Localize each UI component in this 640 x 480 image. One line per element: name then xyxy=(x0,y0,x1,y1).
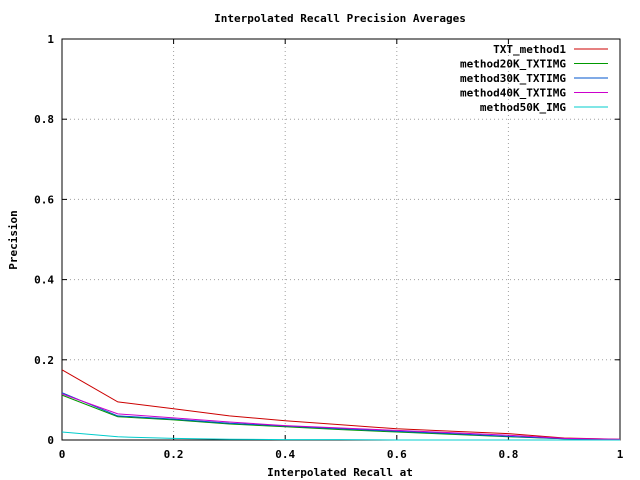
y-tick-label: 0.2 xyxy=(34,354,54,367)
legend: TXT_method1 method20K_TXTIMGmethod30K_TXT… xyxy=(460,43,608,114)
x-axis-ticks: 0 0.2 0.4 0.6 0.8 1 xyxy=(59,39,624,461)
x-axis-label: Interpolated Recall at xyxy=(267,466,413,479)
y-axis-label: Precision xyxy=(7,210,20,270)
legend-label-1: TXT_method1 xyxy=(493,43,566,56)
x-tick-label: 1 xyxy=(617,448,624,461)
y-tick-label: 0.4 xyxy=(34,274,54,287)
legend-label-5: method50K_IMG xyxy=(480,101,566,114)
y-tick-label: 0.6 xyxy=(34,193,54,206)
y-tick-label: 0 xyxy=(47,434,54,447)
x-tick-label: 0.8 xyxy=(498,448,518,461)
x-tick-label: 0 xyxy=(59,448,66,461)
y-tick-label: 0.8 xyxy=(34,113,54,126)
legend-label-2: method20K_TXTIMG xyxy=(460,58,566,71)
grid-lines xyxy=(62,39,620,440)
series-lines xyxy=(61,369,621,441)
legend-label-4: method40K_TXTIMG xyxy=(460,87,566,100)
series-line-1 xyxy=(61,369,621,440)
legend-label-3: method30K_TXTIMG xyxy=(460,72,566,85)
series-line-5 xyxy=(61,431,620,441)
y-tick-label: 1 xyxy=(47,33,54,46)
x-tick-label: 0.4 xyxy=(275,448,295,461)
y-axis-ticks: 0 0.2 0.4 0.6 0.8 1 xyxy=(34,33,620,447)
series-line-3 xyxy=(61,392,621,441)
x-tick-label: 0.2 xyxy=(164,448,184,461)
chart-title: Interpolated Recall Precision Averages xyxy=(214,12,466,25)
series-line-4 xyxy=(61,393,621,440)
x-tick-label: 0.6 xyxy=(387,448,407,461)
